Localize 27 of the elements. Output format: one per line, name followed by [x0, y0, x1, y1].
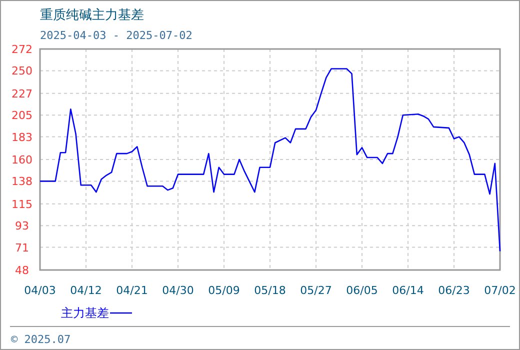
x-tick-label: 04/30: [162, 284, 194, 297]
x-tick-label: 05/18: [254, 284, 286, 297]
x-tick-label: 05/09: [208, 284, 240, 297]
x-tick-label: 05/27: [300, 284, 332, 297]
x-tick-label: 06/23: [438, 284, 470, 297]
y-tick-label: 205: [12, 109, 32, 122]
line-series: [39, 68, 501, 252]
x-tick-label: 04/21: [116, 284, 148, 297]
y-tick-label: 160: [12, 154, 32, 166]
y-tick-label: 183: [12, 130, 32, 144]
chart-title: 重质纯碱主力基差: [40, 7, 144, 23]
x-tick-label: 04/12: [70, 284, 102, 297]
x-tick-label: 06/05: [346, 284, 378, 297]
x-tick-label: 06/14: [392, 284, 424, 297]
y-tick-label: 250: [12, 64, 32, 78]
y-tick-label: 48: [15, 264, 29, 277]
y-tick-label: 227: [12, 87, 32, 100]
x-tick-label: 07/02: [484, 284, 516, 297]
y-tick-label: 138: [12, 175, 32, 188]
text: © 2025.07: [11, 333, 71, 346]
y-tick-label: 71: [15, 241, 29, 254]
y-tick-label: 93: [15, 220, 29, 233]
legend-label: 主力基差: [61, 306, 109, 320]
chart-subtitle: 2025-04-03 - 2025-07-02: [40, 29, 192, 42]
y-tick-label: 115: [12, 198, 32, 211]
y-tick-label: 272: [12, 43, 32, 56]
x-tick-label: 04/03: [24, 284, 56, 297]
